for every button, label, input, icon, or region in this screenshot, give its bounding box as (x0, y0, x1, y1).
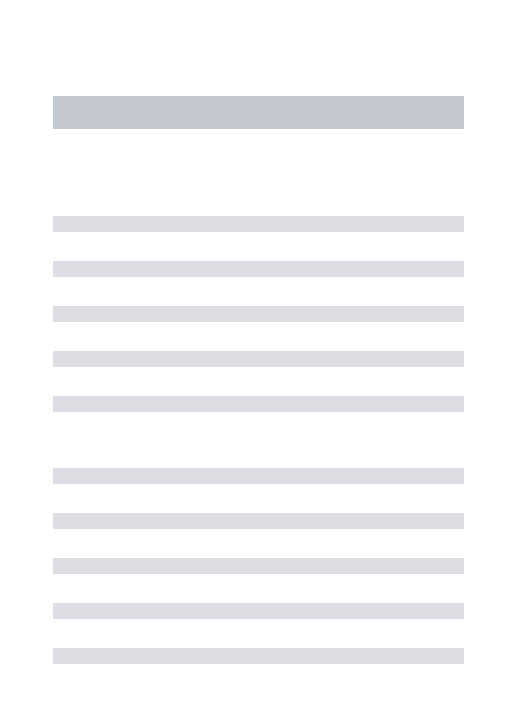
group2-line-1 (53, 468, 464, 484)
group1-line-1 (53, 216, 464, 232)
group1-line-5 (53, 396, 464, 412)
heading-placeholder (53, 96, 464, 129)
group1-line-4 (53, 351, 464, 367)
group1-line-3 (53, 306, 464, 322)
group2-line-4 (53, 603, 464, 619)
group2-line-2 (53, 513, 464, 529)
group1-line-2 (53, 261, 464, 277)
skeleton-page (0, 0, 516, 713)
group2-line-3 (53, 558, 464, 574)
group2-line-5 (53, 648, 464, 664)
